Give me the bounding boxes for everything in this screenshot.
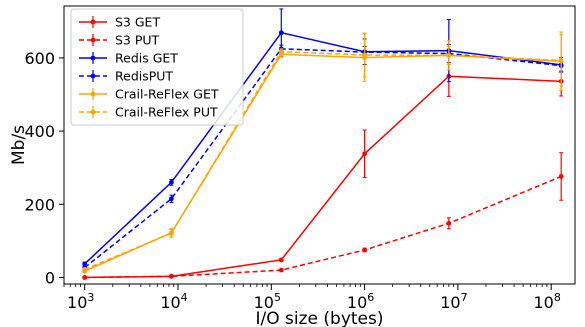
- legend-label: Crail-ReFlex PUT: [115, 105, 218, 120]
- data-point: [82, 275, 88, 280]
- x-tick-label: 106: [347, 291, 374, 312]
- data-point: [278, 49, 284, 55]
- y-tick-label: 600: [24, 49, 55, 68]
- x-tick-exponent: 7: [461, 291, 468, 304]
- legend-item: Redis GET: [79, 51, 178, 66]
- legend-label: S3 GET: [115, 15, 160, 30]
- data-point: [362, 151, 367, 157]
- data-point: [82, 261, 88, 267]
- data-point: [446, 220, 452, 226]
- series-layer: [82, 8, 564, 280]
- series-s3-put: [82, 152, 564, 280]
- legend-swatch-marker: [90, 55, 96, 61]
- data-point: [169, 273, 174, 279]
- legend-swatch-marker: [90, 19, 96, 25]
- data-point: [362, 247, 367, 253]
- x-tick-label: 107: [440, 291, 467, 312]
- legend-item: RedisPUT: [79, 69, 173, 84]
- legend-swatch-marker: [90, 73, 96, 79]
- legend-swatch-marker: [90, 37, 96, 43]
- x-tick-base: 10: [67, 293, 87, 312]
- legend-label: Redis GET: [115, 51, 178, 66]
- x-tick-base: 10: [347, 293, 367, 312]
- data-point: [169, 196, 174, 202]
- y-axis-label: Mb/s: [9, 125, 29, 165]
- x-tick-exponent: 5: [274, 291, 281, 304]
- x-tick-base: 10: [440, 293, 460, 312]
- x-tick-base: 10: [254, 293, 274, 312]
- x-axis-label: I/O size (bytes): [256, 309, 384, 327]
- legend-item: S3 PUT: [79, 33, 160, 48]
- legend-label: S3 PUT: [115, 33, 160, 48]
- data-point: [558, 174, 564, 179]
- y-tick-label: 0: [45, 268, 55, 287]
- x-tick-base: 10: [160, 293, 180, 312]
- x-tick-base: 10: [534, 293, 554, 312]
- data-point: [278, 257, 284, 263]
- data-point: [362, 52, 367, 58]
- legend-item: Crail-ReFlex GET: [79, 87, 219, 102]
- legend-swatch-marker: [90, 91, 96, 97]
- legend-box: [70, 8, 244, 126]
- legend-label: Crail-ReFlex GET: [115, 87, 219, 102]
- x-tick-label: 108: [534, 291, 561, 312]
- series-line: [84, 175, 562, 279]
- legend-label: RedisPUT: [115, 69, 173, 84]
- data-point: [278, 267, 284, 273]
- legend-swatch-marker: [90, 109, 96, 115]
- x-tick-label: 103: [67, 291, 94, 312]
- series-line: [84, 50, 562, 271]
- data-point: [278, 30, 284, 36]
- x-tick-exponent: 4: [181, 291, 188, 304]
- series-crail-reflex-put: [82, 32, 564, 272]
- y-tick-label: 400: [24, 122, 55, 141]
- x-tick-exponent: 8: [554, 291, 561, 304]
- data-point: [558, 58, 564, 63]
- series-line: [84, 31, 562, 265]
- legend-item: S3 GET: [79, 15, 160, 30]
- data-point: [82, 266, 88, 272]
- plot-frame: [63, 5, 576, 285]
- data-point: [446, 52, 452, 58]
- data-point: [169, 179, 174, 185]
- x-tick-label: 104: [160, 291, 187, 312]
- x-tick-exponent: 6: [367, 291, 374, 304]
- x-tick-label: 105: [254, 291, 281, 312]
- legend-item: Crail-ReFlex PUT: [79, 105, 218, 120]
- legend: S3 GET S3 PUT Redis GET RedisPUT Crail-ReFle…: [70, 8, 244, 126]
- x-tick-exponent: 3: [87, 291, 94, 304]
- y-tick-label: 200: [24, 195, 55, 214]
- data-point: [169, 230, 174, 236]
